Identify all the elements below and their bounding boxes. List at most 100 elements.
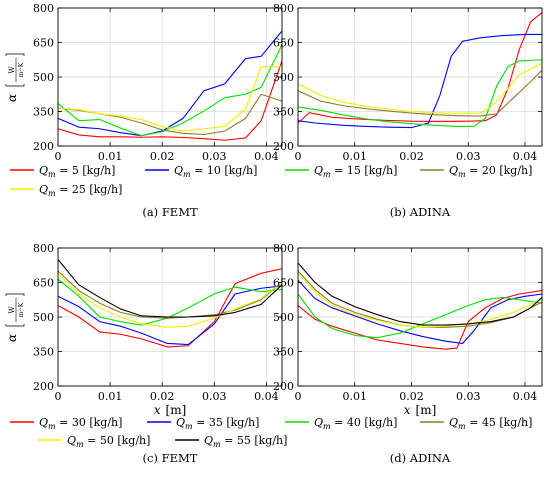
- bracket-right: [5, 53, 25, 56]
- y-tick-label: 650: [33, 277, 54, 290]
- x-tick-label: 0.03: [456, 150, 481, 163]
- x-tick-label: 0.04: [513, 150, 538, 163]
- series-line-b-3: [297, 69, 543, 117]
- y-unit-denominator: m²·K: [18, 62, 25, 77]
- bracket-left: [5, 84, 25, 87]
- legend-symbol: Q: [449, 416, 458, 429]
- legend-symbol: Q: [314, 164, 323, 177]
- x-tick-label: 0.02: [150, 390, 175, 403]
- y-tick-label: 350: [273, 106, 294, 119]
- y-unit-numerator: W: [8, 66, 16, 74]
- series-line-c-0: [57, 268, 283, 348]
- plot-panel-c: 0 0.01 0.02 0.03 0.04 200 350 500 650 800 (c) FEMT: [33, 242, 283, 465]
- series-line-a-1: [57, 30, 283, 137]
- x-tick-label: 0: [55, 150, 62, 163]
- series-line-a-2: [57, 44, 283, 137]
- y-axis-symbol: α: [5, 334, 19, 342]
- legend-symbol: Q: [39, 183, 48, 196]
- legend-text: = 35 [kg/h]: [193, 416, 260, 429]
- legend-label: Qm = 35 [kg/h]: [176, 416, 259, 431]
- x-axis-symbol: x: [404, 403, 411, 417]
- series-line-b-1: [297, 33, 542, 129]
- x-tick-label: 0.01: [342, 390, 367, 403]
- y-tick-label: 650: [273, 37, 294, 50]
- legend-entry: Qm = 5 [kg/h]: [10, 164, 115, 179]
- x-tick-label: 0.03: [456, 390, 481, 403]
- legend-subscript: m: [183, 170, 191, 179]
- legend-label: Qm = 45 [kg/h]: [449, 416, 532, 431]
- legend-text: = 25 [kg/h]: [56, 183, 123, 196]
- legend-text: = 20 [kg/h]: [466, 164, 533, 177]
- bracket-left: [5, 324, 25, 327]
- legend-label: Qm = 30 [kg/h]: [39, 416, 122, 431]
- y-tick-label: 800: [273, 242, 294, 255]
- y-tick-label: 350: [273, 346, 294, 359]
- x-tick-label: 0.02: [150, 150, 175, 163]
- y-tick-label: 650: [33, 37, 54, 50]
- legend-subscript: m: [48, 170, 56, 179]
- legend-subscript: m: [323, 170, 331, 179]
- legend-label: Qm = 25 [kg/h]: [39, 183, 122, 198]
- x-tick-label: 0.01: [342, 150, 367, 163]
- legend-symbol: Q: [204, 434, 213, 447]
- panel-caption-a: (a) FEMT: [142, 205, 198, 219]
- y-tick-label: 800: [33, 2, 54, 15]
- legend-subscript: m: [323, 422, 331, 431]
- series-line-d-5: [297, 262, 543, 326]
- legend-symbol: Q: [174, 164, 183, 177]
- legend-subscript: m: [213, 440, 221, 449]
- x-tick-label: 0.01: [98, 150, 123, 163]
- legend-symbol: Q: [39, 164, 48, 177]
- legend-subscript: m: [76, 440, 84, 449]
- series-line-b-4: [297, 62, 543, 114]
- legend-label: Qm = 55 [kg/h]: [204, 434, 287, 449]
- x-tick-label: 0.03: [202, 390, 227, 403]
- series-line-a-4: [57, 66, 282, 132]
- legend-entry: Qm = 35 [kg/h]: [147, 416, 259, 431]
- legend-symbol: Q: [39, 416, 48, 429]
- x-tick-label: 0: [295, 150, 302, 163]
- series-line-b-2: [297, 59, 543, 127]
- x-tick-label: 0.04: [513, 390, 538, 403]
- legend-label: Qm = 50 [kg/h]: [67, 434, 150, 449]
- panel-caption-b: (b) ADINA: [390, 205, 451, 219]
- y-tick-label: 500: [33, 311, 54, 324]
- y-tick-label: 650: [273, 277, 294, 290]
- legend-bottom: Qm = 30 [kg/h] Qm = 35 [kg/h] Qm = 40 [kg/…: [10, 416, 532, 449]
- x-axis-label: x [m]: [404, 403, 437, 417]
- legend-top: Qm = 5 [kg/h] Qm = 10 [kg/h] Qm = 15 [kg/h…: [10, 164, 532, 198]
- series-line-b-0: [297, 12, 543, 124]
- x-tick-label: 0: [55, 390, 62, 403]
- legend-label: Qm = 10 [kg/h]: [174, 164, 257, 179]
- y-tick-label: 800: [33, 242, 54, 255]
- series-line-c-3: [57, 270, 283, 319]
- x-axis-symbol: x: [154, 403, 161, 417]
- x-tick-label: 0.02: [399, 390, 424, 403]
- legend-symbol: Q: [449, 164, 458, 177]
- y-axis-label: α W m²·K: [5, 293, 25, 342]
- legend-subscript: m: [458, 170, 466, 179]
- legend-entry: Qm = 25 [kg/h]: [10, 183, 122, 198]
- x-axis-label: x [m]: [154, 403, 187, 417]
- y-tick-label: 200: [273, 380, 294, 393]
- y-unit-denominator: m²·K: [18, 302, 25, 317]
- x-axis-unit: [m]: [416, 403, 437, 417]
- series-line-d-1: [297, 279, 543, 345]
- series-line-c-4: [57, 272, 283, 328]
- series-line-c-5: [57, 259, 283, 318]
- y-tick-label: 800: [273, 2, 294, 15]
- series-line-d-0: [297, 290, 543, 350]
- series-line-d-2: [297, 293, 543, 339]
- series-line-c-1: [57, 285, 283, 346]
- y-tick-label: 200: [33, 380, 54, 393]
- legend-text: = 30 [kg/h]: [56, 416, 123, 429]
- x-axis-unit: [m]: [166, 403, 187, 417]
- legend-entry: Qm = 45 [kg/h]: [420, 416, 532, 431]
- legend-text: = 55 [kg/h]: [221, 434, 288, 447]
- y-tick-label: 350: [33, 106, 54, 119]
- x-tick-label: 0.01: [98, 390, 123, 403]
- plot-panel-b: 0 0.01 0.02 0.03 0.04 200 350 500 650 800 (b) ADIN…: [273, 2, 543, 219]
- x-tick-label: 0.04: [254, 390, 279, 403]
- legend-entry: Qm = 10 [kg/h]: [145, 164, 257, 179]
